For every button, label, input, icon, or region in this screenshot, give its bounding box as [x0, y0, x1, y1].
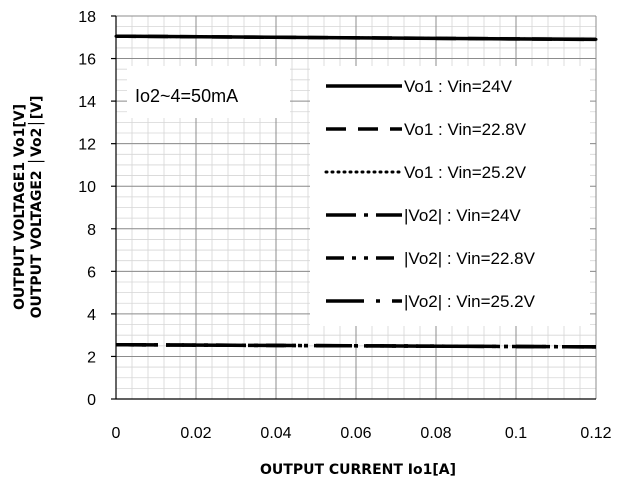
- series-layer: [114, 34, 598, 349]
- y-tick-label: 0: [87, 392, 96, 409]
- x-tick-label: 0.08: [420, 425, 451, 442]
- y-tick-label: 16: [78, 52, 96, 69]
- x-tick-labels: 0 0.02 0.04 0.06 0.08 0.1 0.12: [112, 425, 612, 442]
- y-tick-label: 12: [78, 137, 96, 154]
- x-tick-label: 0.04: [260, 425, 291, 442]
- y-axis-title-line2: OUTPUT VOLTAGE2 │Vo2│[V]: [27, 96, 45, 319]
- y-tick-labels: 0 2 4 6 8 10 12 14 16 18: [78, 9, 96, 409]
- x-tick-label: 0.1: [505, 425, 527, 442]
- axes: [111, 15, 596, 400]
- series-line-3: [114, 34, 598, 41]
- y-tick-label: 6: [87, 264, 96, 281]
- legend-label-2: Vo1 : Vin=22.8V: [404, 120, 527, 139]
- x-tick-label: 0.12: [580, 425, 611, 442]
- x-tick-label: 0.06: [340, 425, 371, 442]
- y-tick-label: 10: [78, 179, 96, 196]
- legend-label-5: |Vo2| : Vin=22.8V: [404, 249, 536, 268]
- annotation-box: Io2~4=50mA: [127, 66, 290, 118]
- legend-label-4: |Vo2| : Vin=24V: [404, 206, 521, 225]
- legend-label-3: Vo1 : Vin=25.2V: [404, 163, 527, 182]
- annotation-label: Io2~4=50mA: [135, 86, 238, 106]
- y-axis-title-line1: OUTPUT VOLTAGE1 Vo1[V]: [12, 104, 28, 310]
- legend: Vo1 : Vin=24V Vo1 : Vin=22.8V Vo1 : Vin=25…: [310, 66, 590, 326]
- y-tick-label: 4: [87, 307, 96, 324]
- y-tick-label: 18: [78, 9, 96, 26]
- y-tick-label: 8: [87, 222, 96, 239]
- legend-label-6: |Vo2| : Vin=25.2V: [404, 292, 536, 311]
- x-tick-label: 0: [112, 425, 121, 442]
- x-axis-title: OUTPUT CURRENT Io1[A]: [260, 462, 456, 478]
- x-tick-label: 0.02: [180, 425, 211, 442]
- series-line-6: [115, 342, 597, 349]
- y-tick-label: 2: [87, 349, 96, 366]
- y-tick-label: 14: [78, 94, 96, 111]
- legend-label-1: Vo1 : Vin=24V: [404, 77, 513, 96]
